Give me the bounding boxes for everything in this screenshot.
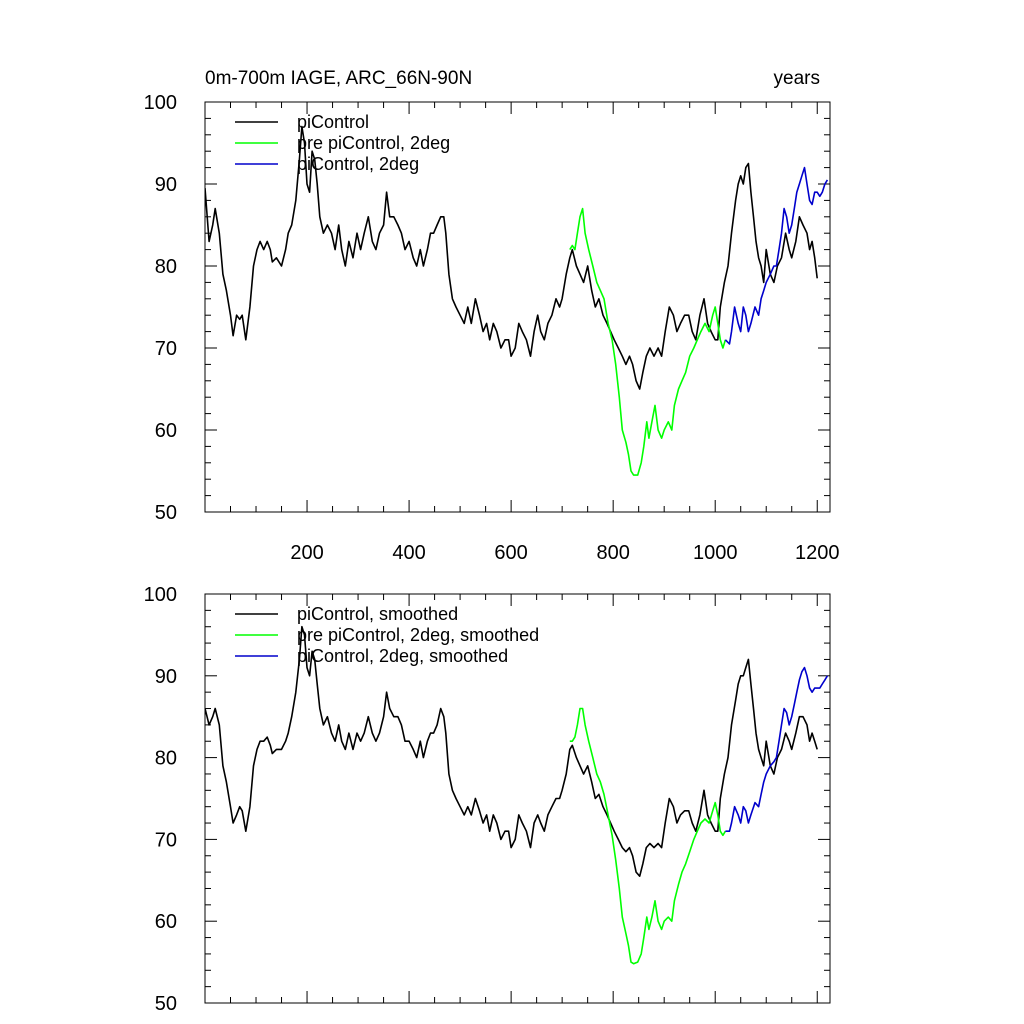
- y-tick-label: 50: [155, 993, 177, 1015]
- legend-label-2: pre piControl, 2deg: [297, 133, 450, 153]
- y-tick-label: 80: [155, 256, 177, 278]
- chart-units-label: years: [774, 68, 820, 89]
- chart-panel-1: 50 60 70 80 90 100 200 400 600 800 1000 1200 0m-700m…: [144, 68, 840, 564]
- y-tick-label: 100: [144, 584, 177, 606]
- chart-title: 0m-700m IAGE, ARC_66N-90N: [205, 68, 472, 89]
- series-line-1: [205, 625, 818, 877]
- legend-label-1: piControl: [297, 112, 369, 132]
- legend-label-2: pre piControl, 2deg, smoothed: [297, 625, 539, 645]
- legend-label-1: piControl, smoothed: [297, 604, 458, 624]
- series-line-2: [569, 707, 727, 965]
- series-line-3: [725, 666, 829, 832]
- y-tick-label: 50: [155, 502, 177, 524]
- series-line-2: [569, 207, 727, 476]
- y-tick-label: 90: [155, 666, 177, 688]
- y-tick-label: 60: [155, 420, 177, 442]
- x-tick-label: 600: [494, 542, 527, 564]
- x-tick-label: 400: [392, 542, 425, 564]
- x-tick-label: 200: [290, 542, 323, 564]
- y-tick-label: 60: [155, 911, 177, 933]
- plot-frame: [204, 593, 831, 1004]
- series-line-3: [724, 166, 829, 345]
- y-tick-label: 70: [155, 829, 177, 851]
- y-tick-label: 90: [155, 174, 177, 196]
- x-tick-label: 800: [596, 542, 629, 564]
- series-line-1: [205, 125, 818, 390]
- y-tick-label: 80: [155, 748, 177, 770]
- y-tick-label: 70: [155, 338, 177, 360]
- x-tick-label: 1200: [795, 542, 840, 564]
- plot-frame: [204, 101, 831, 513]
- y-tick-label: 100: [144, 92, 177, 114]
- legend-label-3: piControl, 2deg, smoothed: [297, 646, 508, 666]
- legend-label-3: piControl, 2deg: [297, 154, 419, 174]
- x-tick-label: 1000: [693, 542, 738, 564]
